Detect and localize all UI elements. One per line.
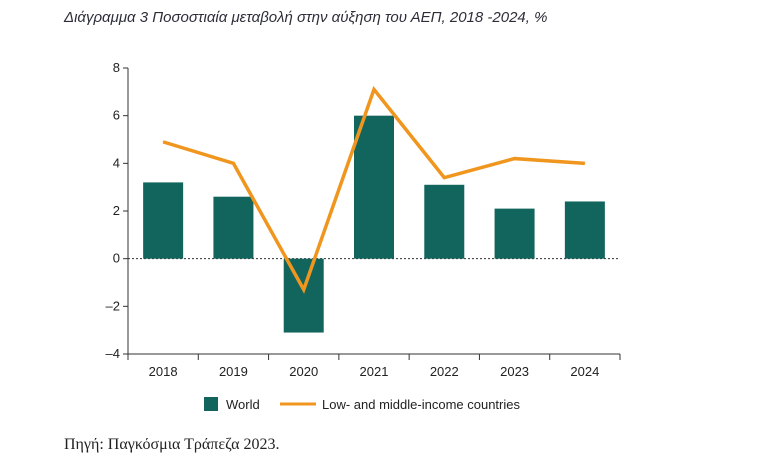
line-point [162, 141, 164, 143]
bar-world [143, 182, 184, 259]
legend-swatch-world [204, 397, 218, 411]
bar-world [213, 196, 254, 259]
x-tick-label: 2024 [570, 364, 599, 379]
bar-world [354, 115, 394, 259]
source-note: Πηγή: Παγκόσμια Τράπεζα 2023. [64, 436, 280, 453]
legend: World Low- and middle-income countries [204, 397, 520, 412]
legend-label-world: World [226, 397, 260, 412]
x-tick-label: 2018 [149, 364, 178, 379]
x-tick-label: 2020 [289, 364, 318, 379]
x-tick-label: 2023 [500, 364, 529, 379]
x-tick-label: 2021 [360, 364, 389, 379]
line-point [443, 177, 445, 179]
x-ticks: 2018 2019 2020 2021 2022 2023 2024 [127, 354, 621, 379]
y-tick-label: 6 [113, 108, 120, 123]
line-point [514, 158, 516, 160]
line-point [303, 289, 305, 291]
bar-world [424, 184, 465, 259]
y-tick-label: –2 [106, 298, 120, 313]
bar-world [564, 201, 605, 259]
y-tick-label: 4 [113, 155, 120, 170]
chart-title: Διάγραμμα 3 Ποσοστιαία μεταβολή στην αύξ… [64, 9, 548, 26]
y-tick-label: 2 [113, 203, 120, 218]
legend-label-low-middle-income: Low- and middle-income countries [322, 397, 520, 412]
bar-world [494, 208, 535, 259]
line-series-group [162, 85, 586, 294]
bars-group [143, 115, 605, 333]
line-point [373, 88, 375, 90]
y-tick-label: –4 [106, 346, 120, 361]
line-point [584, 162, 586, 164]
y-tick-label: 8 [113, 60, 120, 75]
line-point [232, 162, 234, 164]
x-tick-label: 2019 [219, 364, 248, 379]
bar-world [283, 258, 324, 333]
y-tick-label: 0 [113, 251, 120, 266]
x-tick-label: 2022 [430, 364, 459, 379]
y-ticks: 8 6 4 2 0 –2 –4 [106, 60, 128, 361]
